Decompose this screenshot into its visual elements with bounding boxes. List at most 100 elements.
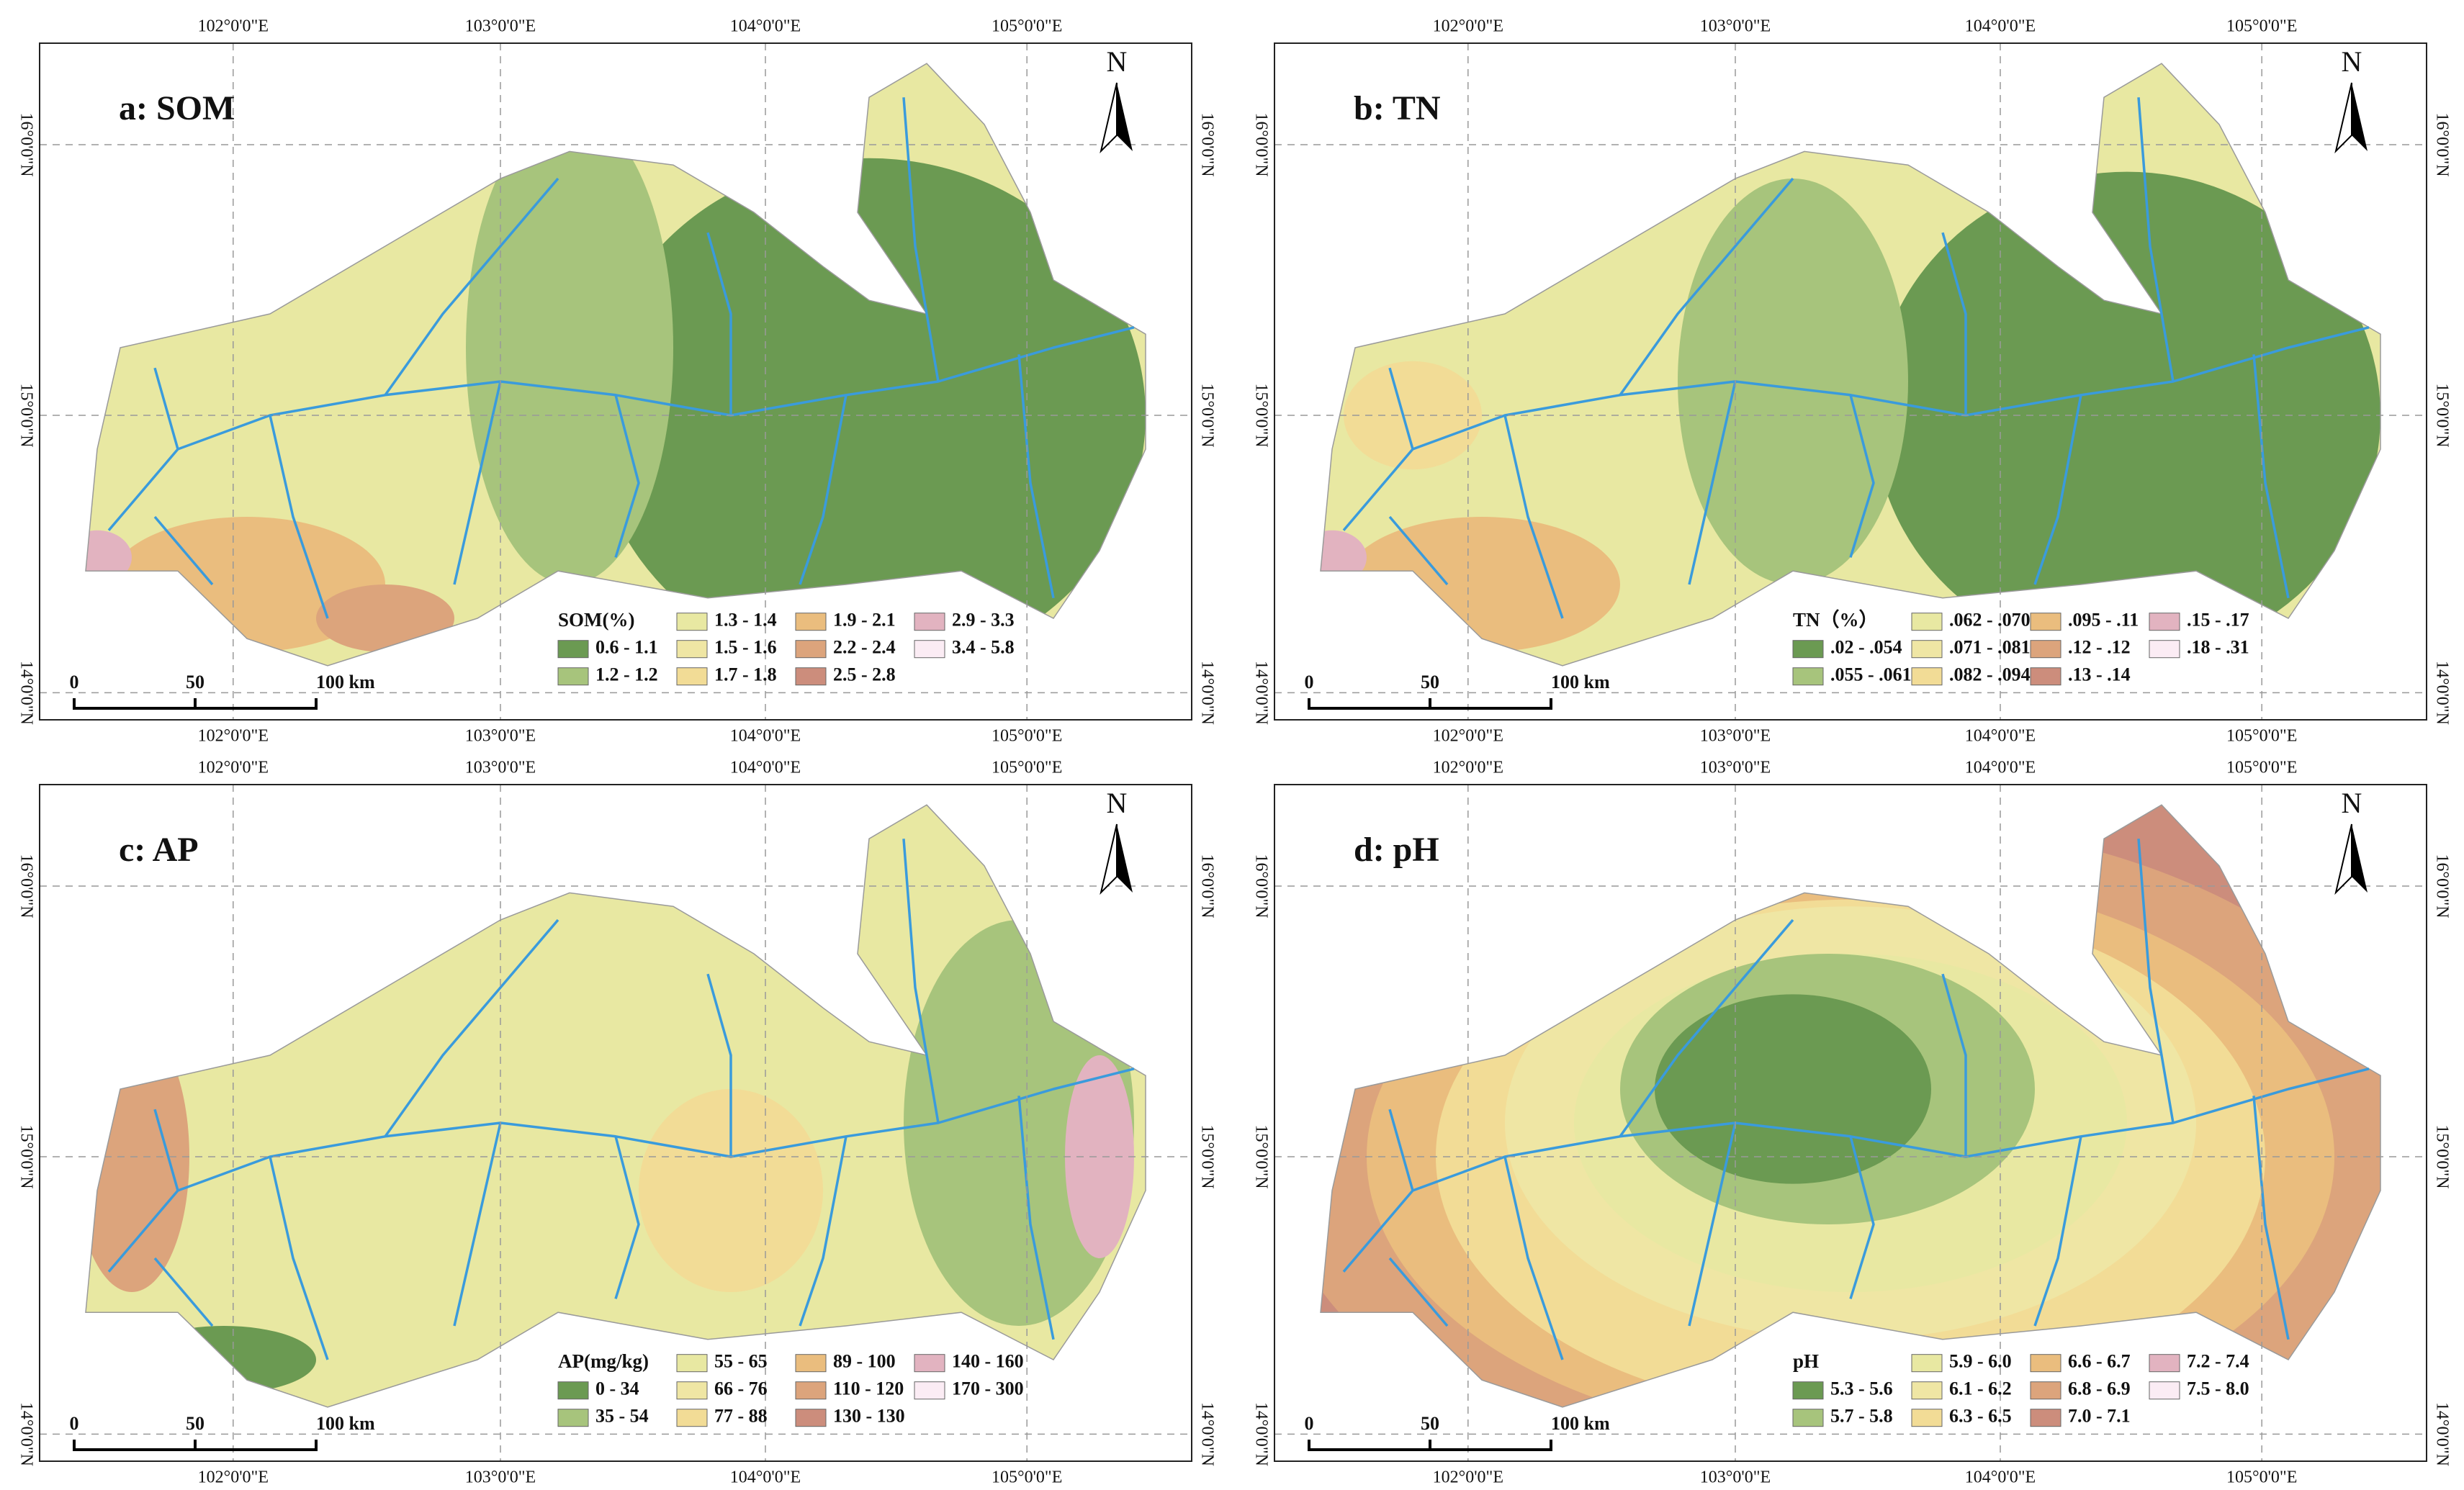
panel-frame: [1274, 784, 2427, 1462]
river: [2252, 1096, 2290, 1340]
river: [153, 515, 214, 586]
longitude-label: 103°0'0"E: [1700, 17, 1771, 36]
panel-frame: [1274, 42, 2427, 721]
longitude-label: 102°0'0"E: [198, 17, 269, 36]
north-label: N: [1107, 787, 1128, 819]
longitude-label: 102°0'0"E: [198, 1468, 269, 1487]
scale-label: 50: [186, 672, 204, 692]
panel-frame: [39, 784, 1192, 1462]
longitude-label: 105°0'0"E: [2226, 1468, 2297, 1487]
legend-swatch: [1911, 613, 1943, 631]
legend-swatch: [1911, 640, 1943, 659]
legend-swatch: [795, 1409, 827, 1427]
legend-swatch: [795, 640, 827, 659]
longitude-label: 105°0'0"E: [992, 17, 1062, 36]
river: [1688, 381, 1737, 585]
soil-zone: [639, 1089, 823, 1292]
legend-label: 5.7 - 5.8: [1830, 1406, 1893, 1427]
legend-swatch: [2149, 1381, 2180, 1400]
legend-label: 6.6 - 6.7: [2068, 1351, 2131, 1372]
legend-swatch: [795, 667, 827, 686]
legend-swatch: [676, 667, 708, 686]
legend-label: 6.8 - 6.9: [2068, 1378, 2131, 1399]
river: [1941, 973, 1967, 1157]
legend-label: 6.1 - 6.2: [1949, 1378, 2012, 1399]
longitude-label: 104°0'0"E: [1965, 17, 2036, 36]
legend-swatch: [557, 1409, 589, 1427]
scale-label: 50: [186, 1413, 204, 1434]
map-panel: 102°0'0"E 102°0'0"E 103°0'0"E 103°0'0"E 104°…: [1251, 759, 2451, 1487]
soil-zone: [1344, 517, 1620, 652]
latitude-label: 15°0'0"N: [1251, 1124, 1270, 1188]
latitude-label: 16°0'0"N: [17, 112, 35, 176]
north-label: N: [1107, 45, 1128, 78]
latitude-label: 16°0'0"N: [1251, 112, 1270, 176]
legend-label: .062 - .070: [1949, 610, 2031, 631]
north-arrow: [2334, 82, 2352, 154]
river: [2033, 394, 2082, 585]
legend-label: 7.0 - 7.1: [2068, 1406, 2131, 1427]
north-label: N: [2342, 787, 2362, 819]
latitude-label: 16°0'0"N: [2432, 854, 2451, 918]
soil-zones: [86, 111, 1146, 666]
north-arrow: [1100, 823, 1118, 895]
latitude-label: 14°0'0"N: [17, 661, 35, 725]
river: [614, 1136, 640, 1299]
legend-label: 5.3 - 5.6: [1830, 1378, 1893, 1399]
legend-label: 3.4 - 5.8: [952, 637, 1015, 658]
longitude-label: 102°0'0"E: [1433, 727, 1503, 746]
legend-swatch: [2030, 640, 2061, 659]
longitude-label: 104°0'0"E: [730, 727, 801, 746]
river: [902, 97, 940, 382]
soil-zone: [132, 1326, 316, 1394]
legend-label: 1.5 - 1.6: [714, 637, 777, 658]
legend-label: 89 - 100: [833, 1351, 896, 1372]
latitude-label: 14°0'0"N: [1197, 661, 1216, 725]
longitude-label: 104°0'0"E: [1965, 759, 2036, 777]
legend-swatch: [2149, 613, 2180, 631]
scale-label: 100 km: [316, 672, 375, 692]
legend-label: 1.2 - 1.2: [595, 664, 658, 685]
map-panel: 102°0'0"E 102°0'0"E 103°0'0"E 103°0'0"E 104°…: [17, 17, 1216, 746]
soil-zone: [1344, 361, 1482, 470]
legend-label: .082 - .094: [1949, 664, 2031, 685]
river: [1619, 177, 1794, 396]
latitude-label: 15°0'0"N: [2432, 1124, 2451, 1188]
north-arrow: [1117, 824, 1133, 893]
legend-title: AP(mg/kg): [558, 1350, 649, 1372]
legend-swatch: [2149, 640, 2180, 659]
latitude-label: 14°0'0"N: [1251, 1402, 1270, 1466]
legend-label: 7.2 - 7.4: [2187, 1351, 2249, 1372]
scale-label: 100 km: [316, 1413, 375, 1434]
longitude-label: 102°0'0"E: [1433, 17, 1503, 36]
river: [1849, 1136, 1875, 1299]
latitude-label: 15°0'0"N: [2432, 383, 2451, 447]
legend-label: .15 - .17: [2187, 610, 2249, 631]
panel-title: a: SOM: [119, 89, 235, 127]
legend-label: 2.5 - 2.8: [833, 664, 896, 685]
legend-label: 140 - 160: [952, 1351, 1024, 1372]
latitude-label: 15°0'0"N: [1197, 383, 1216, 447]
longitude-label: 103°0'0"E: [465, 727, 536, 746]
north-arrow: [2352, 83, 2368, 151]
longitude-label: 105°0'0"E: [992, 727, 1062, 746]
longitude-label: 105°0'0"E: [992, 759, 1062, 777]
latitude-label: 16°0'0"N: [17, 854, 35, 918]
legend-swatch: [676, 1354, 708, 1373]
scale-label: 0: [1305, 1413, 1314, 1434]
legend-swatch: [557, 667, 589, 686]
legend-swatch: [2149, 1354, 2180, 1373]
legend-label: 2.9 - 3.3: [952, 610, 1015, 631]
river: [1388, 515, 1449, 586]
legend-label: 7.5 - 8.0: [2187, 1378, 2249, 1399]
legend-label: 110 - 120: [833, 1378, 904, 1399]
legend-title: TN（%）: [1793, 609, 1879, 631]
legend-swatch: [676, 613, 708, 631]
soil-zone: [466, 111, 673, 584]
scale-label: 50: [1421, 672, 1439, 692]
longitude-label: 105°0'0"E: [2226, 759, 2297, 777]
north-arrow: [2334, 823, 2352, 895]
latitude-label: 15°0'0"N: [17, 383, 35, 447]
soil-zone: [1655, 994, 1931, 1184]
latitude-label: 14°0'0"N: [17, 1402, 35, 1466]
